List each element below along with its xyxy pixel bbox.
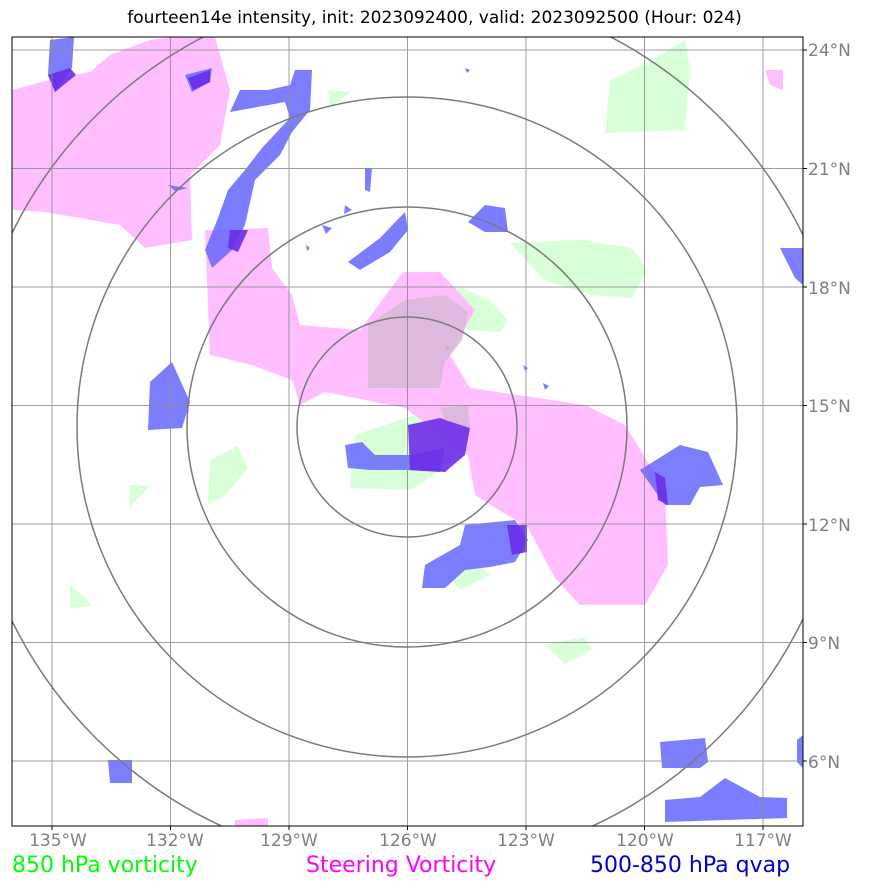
lon-label: 135°W [29, 831, 87, 851]
legend-850hpa-vorticity: 850 hPa vorticity [12, 853, 198, 878]
lat-label: 18°N [808, 279, 851, 299]
steering-vorticity-field [12, 37, 783, 826]
range-ring-1 [296, 316, 518, 538]
map-title: fourteen14e intensity, init: 2023092400,… [127, 8, 742, 28]
lon-label: 129°W [260, 831, 318, 851]
lon-label: 120°W [616, 831, 674, 851]
range-ring-3 [76, 96, 738, 758]
lat-label: 12°N [808, 516, 851, 536]
lon-label: 117°W [734, 831, 792, 851]
graticule [12, 37, 803, 826]
lat-label: 15°N [808, 397, 851, 417]
range-ring-2 [186, 206, 628, 648]
green-vorticity-field [70, 40, 690, 664]
lat-labels: 24°N 21°N 18°N 15°N 12°N 9°N 6°N [808, 41, 851, 773]
overlap-field [48, 68, 668, 555]
lat-label: 24°N [808, 41, 851, 61]
lat-label: 21°N [808, 160, 851, 180]
lon-labels: 135°W 132°W 129°W 126°W 123°W 120°W 117°… [29, 831, 792, 851]
lat-label: 9°N [808, 634, 840, 654]
tick-marks [51, 49, 807, 830]
legend-qvap: 500-850 hPa qvap [590, 853, 791, 878]
lon-label: 123°W [497, 831, 555, 851]
lon-label: 126°W [379, 831, 437, 851]
legend-steering-vorticity: Steering Vorticity [306, 853, 497, 878]
range-rings [12, 37, 803, 826]
lat-label: 6°N [808, 753, 840, 773]
lon-label: 132°W [146, 831, 204, 851]
